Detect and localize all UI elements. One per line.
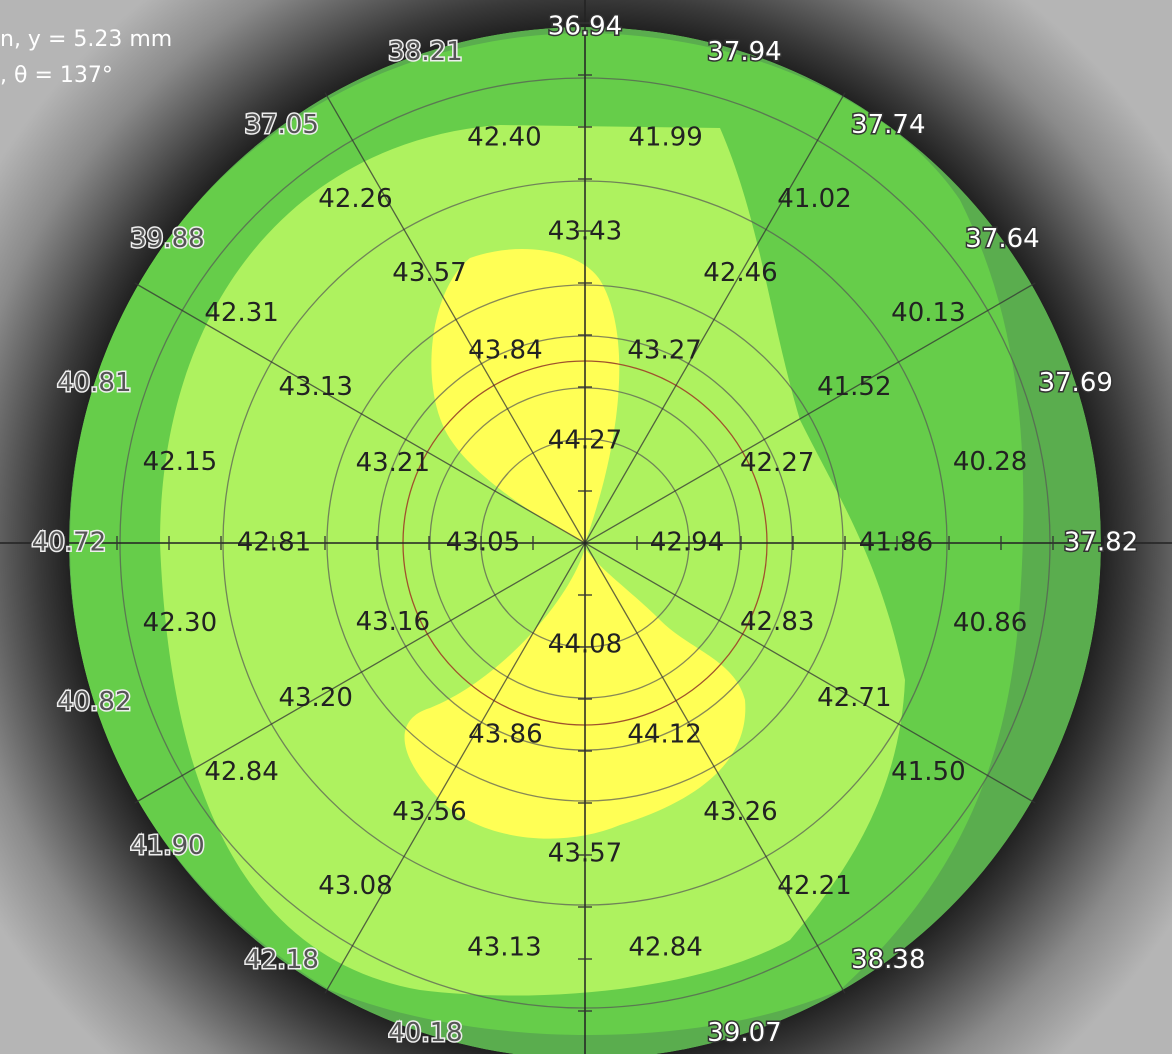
zone-yellow-lower (404, 548, 746, 839)
power-value: 42.26 (318, 184, 392, 214)
power-value: 42.18 (244, 945, 318, 975)
power-value: 42.40 (467, 122, 541, 152)
power-value: 42.84 (204, 757, 278, 787)
power-value: 44.12 (627, 720, 701, 750)
power-value: 43.84 (468, 335, 542, 365)
power-value: 38.21 (388, 37, 462, 67)
power-value: 43.13 (467, 933, 541, 963)
power-value: 42.81 (237, 528, 311, 558)
power-value: 43.57 (392, 258, 466, 288)
zone-yellow-upper (431, 249, 620, 543)
power-value: 43.56 (392, 797, 466, 827)
power-value: 39.07 (707, 1018, 781, 1048)
status-line: , θ = 137° (0, 63, 113, 88)
power-value: 37.64 (965, 224, 1039, 254)
power-value: 37.74 (851, 110, 925, 140)
power-value: 41.99 (628, 122, 702, 152)
power-value: 40.82 (57, 687, 131, 717)
power-value: 36.94 (548, 12, 622, 42)
power-value: 40.81 (57, 368, 131, 398)
power-value: 43.21 (356, 448, 430, 478)
power-value: 40.18 (388, 1018, 462, 1048)
power-value: 41.86 (859, 528, 933, 558)
power-value: 44.27 (548, 426, 622, 456)
power-value: 39.88 (130, 224, 204, 254)
power-value: 38.38 (851, 945, 925, 975)
power-value: 43.16 (356, 607, 430, 637)
power-value: 41.90 (130, 831, 204, 861)
power-value: 43.26 (703, 797, 777, 827)
power-value: 42.15 (143, 447, 217, 477)
power-value: 43.08 (318, 871, 392, 901)
power-value: 44.08 (548, 630, 622, 660)
power-value: 40.13 (891, 298, 965, 328)
power-value: 43.27 (627, 335, 701, 365)
power-value: 42.71 (817, 683, 891, 713)
zone-light-green (160, 125, 905, 996)
status-line: n, y = 5.23 mm (0, 27, 172, 52)
power-value: 42.31 (204, 298, 278, 328)
power-value: 37.69 (1038, 368, 1112, 398)
power-value: 41.52 (817, 372, 891, 402)
power-value: 37.05 (244, 110, 318, 140)
power-value: 42.21 (777, 871, 851, 901)
power-value: 42.83 (740, 607, 814, 637)
power-value: 43.43 (548, 217, 622, 247)
power-value: 42.84 (628, 933, 702, 963)
power-value: 41.02 (777, 184, 851, 214)
power-value: 42.27 (740, 448, 814, 478)
power-value: 37.82 (1064, 528, 1138, 558)
power-value: 40.72 (32, 528, 106, 558)
power-value: 40.28 (953, 447, 1027, 477)
power-value: 43.57 (548, 839, 622, 869)
power-value: 43.13 (278, 372, 352, 402)
power-value: 42.94 (650, 528, 724, 558)
power-value: 42.30 (143, 608, 217, 638)
power-value: 43.05 (446, 528, 520, 558)
power-value: 43.86 (468, 720, 542, 750)
power-value: 41.50 (891, 757, 965, 787)
power-value: 42.46 (703, 258, 777, 288)
power-value: 40.86 (953, 608, 1027, 638)
power-value: 37.94 (707, 37, 781, 67)
power-value: 43.20 (278, 683, 352, 713)
